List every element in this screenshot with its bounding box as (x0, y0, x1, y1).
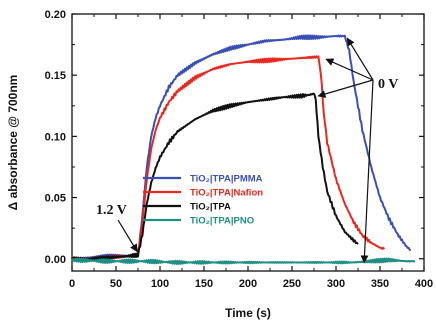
y-tick-label: 0.10 (45, 131, 66, 143)
arrow-1.2V (117, 219, 138, 253)
legend-label-2: TiO₂|TPA (190, 202, 231, 213)
x-tick-label: 100 (151, 278, 169, 290)
arrow-0V-3 (360, 79, 374, 264)
legend: TiO₂|TPA|PMMA TiO₂|TPA|Nafion TiO₂|TPA TiO₂… (143, 174, 263, 227)
x-tick-label: 150 (195, 278, 213, 290)
legend-label-0: TiO₂|TPA|PMMA (190, 174, 263, 185)
legend-label-3: TiO₂|TPA|PNO (190, 216, 254, 227)
y-tick-label: 0.00 (45, 254, 66, 266)
arrow-0V-2 (317, 79, 374, 98)
x-tick-label: 350 (371, 278, 389, 290)
x-tick-label: 50 (110, 278, 122, 290)
x-tick-label: 200 (239, 278, 257, 290)
y-tick-label: 0.20 (45, 9, 66, 21)
series-line-3 (71, 257, 416, 265)
annotation-1.2V: 1.2 V (96, 203, 127, 218)
legend-label-1: TiO₂|TPA|Nafion (190, 188, 263, 199)
annotation-0V: 0 V (378, 77, 398, 92)
annotations: 1.2 V 0 V (96, 37, 398, 264)
x-tick-label: 400 (415, 278, 433, 290)
plot-frame (71, 13, 425, 272)
y-axis-title: Δ absorbance @ 700nm (6, 75, 20, 211)
series-lines (71, 34, 416, 265)
x-axis-title: Time (s) (225, 306, 271, 320)
y-tick-label: 0.05 (45, 193, 66, 205)
x-tick-label: 250 (283, 278, 301, 290)
arrow-0V-1 (325, 58, 374, 81)
series-line-1 (71, 55, 386, 262)
series-line-2 (71, 92, 359, 261)
arrow-0V-0 (346, 37, 374, 81)
y-tick-label: 0.15 (45, 70, 66, 82)
x-tick-label: 0 (69, 278, 75, 290)
axes: 0 50 100 150 200 250 300 350 400 0.00 0.05 0.10 0.15… (45, 9, 434, 290)
x-tick-label: 300 (327, 278, 345, 290)
